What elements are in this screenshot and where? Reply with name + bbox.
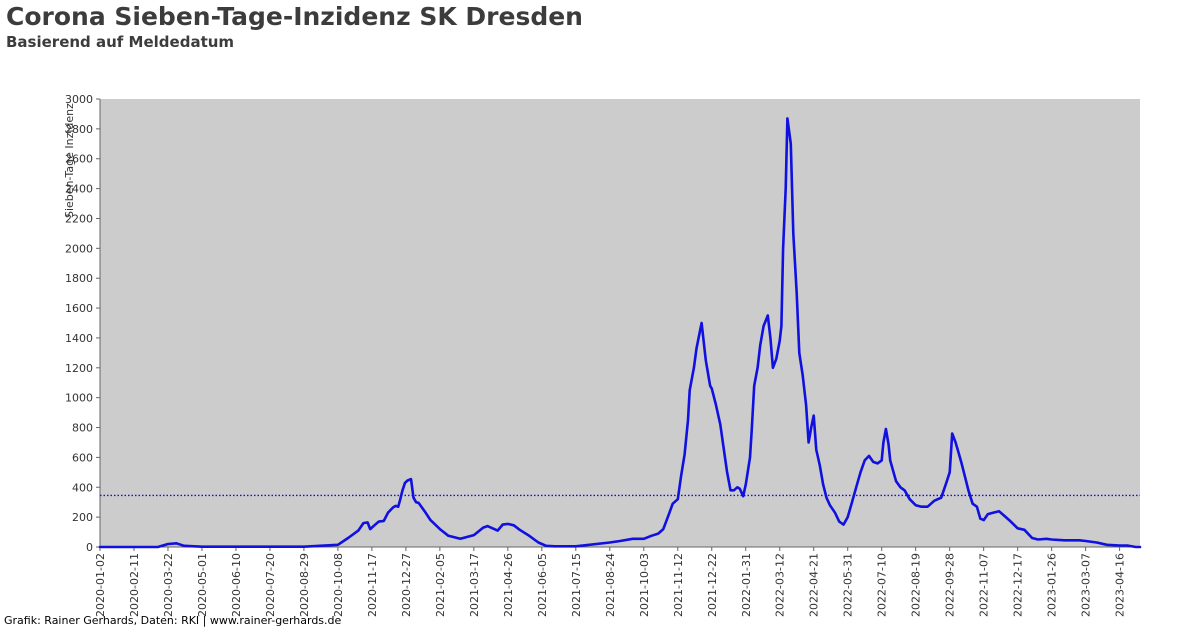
y-tick-label: 400	[72, 481, 93, 494]
chart-footer: Grafik: Rainer Gerhards, Daten: RKI | ww…	[4, 614, 342, 627]
x-tick-label: 2020-05-01	[196, 553, 209, 617]
y-tick-label: 800	[72, 422, 93, 435]
x-tick-label: 2021-08-24	[604, 553, 617, 617]
x-tick-label: 2020-07-20	[264, 553, 277, 617]
x-tick-label: 2021-04-26	[502, 553, 515, 617]
x-tick-label: 2023-01-26	[1046, 553, 1059, 617]
x-tick-label: 2023-03-07	[1080, 553, 1093, 617]
x-tick-label: 2022-04-21	[808, 553, 821, 617]
y-axis: 0 200 400 600 800 1000 1200 1400 1600 1800 2000 220…	[65, 93, 101, 554]
y-tick-label: 1400	[65, 332, 93, 345]
y-tick-label: 2000	[65, 242, 93, 255]
y-axis-label: Sieben-Tage Inzidenz	[63, 103, 76, 218]
x-axis: 2020-01-02 2020-02-11 2020-03-22 2020-05-01…	[94, 546, 1140, 617]
y-tick-label: 0	[86, 541, 93, 554]
x-tick-label: 2020-11-17	[366, 553, 379, 617]
x-tick-label: 2021-02-05	[434, 553, 447, 617]
x-tick-label: 2021-07-15	[570, 553, 583, 617]
y-tick-label: 2600	[65, 153, 93, 166]
x-tick-label: 2020-10-08	[332, 553, 345, 617]
x-tick-label: 2020-01-02	[94, 553, 107, 617]
y-tick-label: 1800	[65, 272, 93, 285]
x-tick-label: 2021-10-03	[638, 553, 651, 617]
x-tick-label: 2022-07-10	[876, 553, 889, 617]
chart-subtitle: Basierend auf Meldedatum	[6, 33, 235, 51]
x-tick-label: 2022-03-12	[774, 553, 787, 617]
x-tick-label: 2021-06-05	[536, 553, 549, 617]
y-tick-label: 600	[72, 451, 93, 464]
y-tick-label: 1000	[65, 392, 93, 405]
plot-area	[100, 99, 1140, 547]
x-tick-label: 2020-12-27	[400, 553, 413, 617]
x-tick-label: 2020-08-29	[298, 553, 311, 617]
x-tick-label: 2022-08-19	[910, 553, 923, 617]
y-tick-label: 2800	[65, 123, 93, 136]
y-tick-label: 200	[72, 511, 93, 524]
y-tick-label: 3000	[65, 93, 93, 106]
y-tick-label: 2400	[65, 183, 93, 196]
x-tick-label: 2021-11-12	[672, 553, 685, 617]
series-group	[98, 117, 1142, 549]
x-tick-label: 2023-04-16	[1114, 553, 1127, 617]
x-tick-label: 2020-03-22	[162, 553, 175, 617]
x-tick-label: 2022-09-28	[944, 553, 957, 617]
x-tick-label: 2022-12-17	[1012, 553, 1025, 617]
x-tick-label: 2021-03-17	[468, 553, 481, 617]
y-tick-label: 1600	[65, 302, 93, 315]
x-tick-label: 2020-06-10	[230, 553, 243, 617]
x-tick-label: 2020-02-11	[128, 553, 141, 617]
y-tick-label: 2200	[65, 212, 93, 225]
x-tick-label: 2022-05-31	[842, 553, 855, 617]
x-tick-label: 2022-11-07	[978, 553, 991, 617]
x-tick-label: 2022-01-31	[740, 553, 753, 617]
series-line-0	[98, 117, 1142, 549]
chart-title: Corona Sieben-Tage-Inzidenz SK Dresden	[6, 2, 583, 31]
y-tick-label: 1200	[65, 362, 93, 375]
x-tick-label: 2021-12-22	[706, 553, 719, 617]
